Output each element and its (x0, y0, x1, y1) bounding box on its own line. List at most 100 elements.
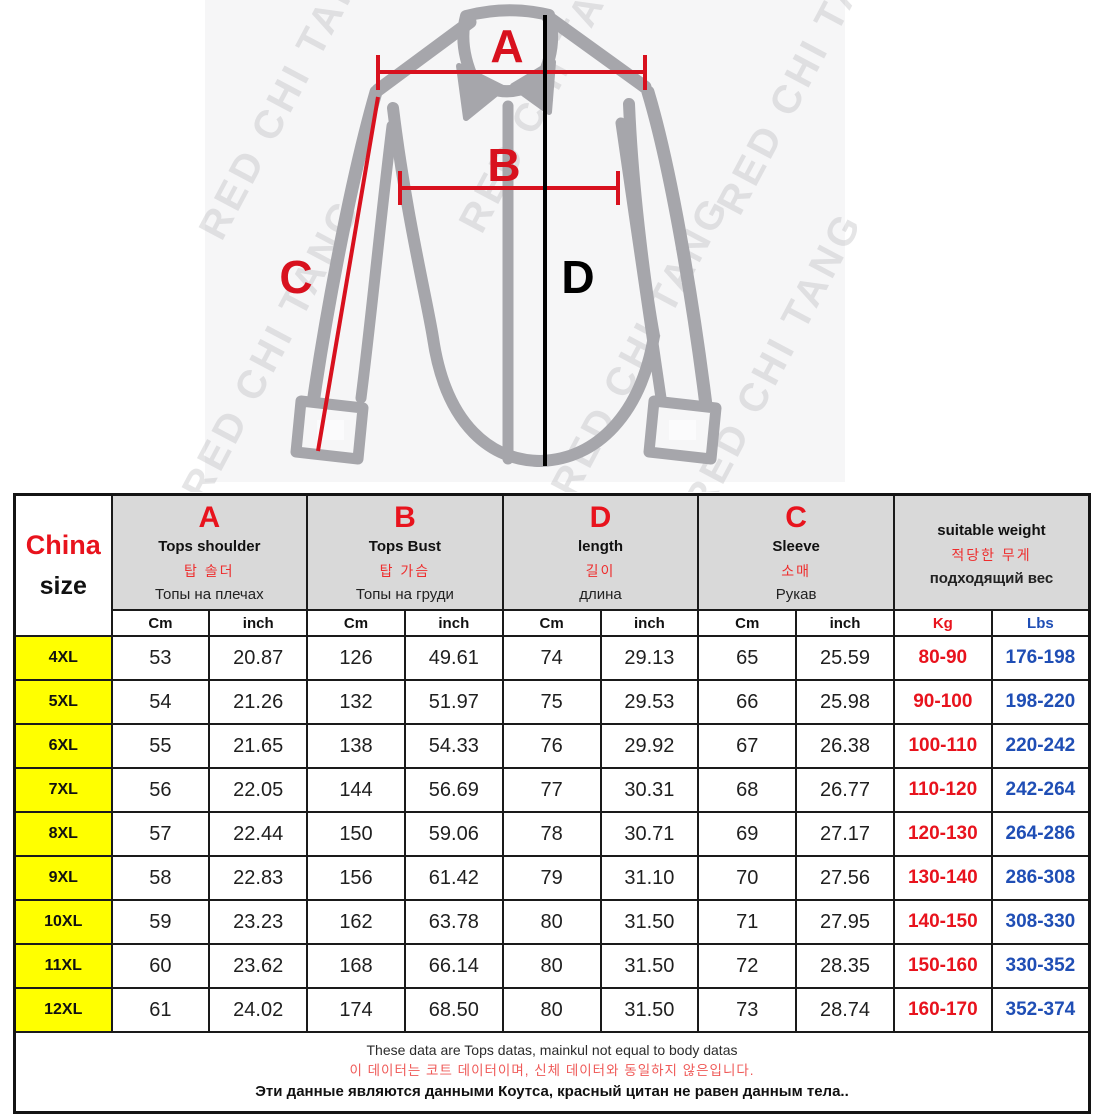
measure-name-kr: 소매 (781, 562, 811, 579)
lbs-value: 176-198 (990, 635, 1091, 681)
measurement-value: 27.95 (795, 899, 895, 945)
measurement-value: 75 (501, 679, 602, 725)
kg-value: 80-90 (892, 635, 993, 681)
measurement-value: 31.10 (599, 855, 700, 901)
size-label-11xl: 11XL (13, 943, 113, 989)
shirt-right-cuff-notch (669, 420, 696, 440)
measurement-value: 56 (110, 767, 211, 813)
lbs-value: 242-264 (990, 767, 1091, 813)
unit-cm: Cm (110, 609, 211, 637)
size-label-5xl: 5XL (13, 679, 113, 725)
kg-value: 160-170 (892, 987, 993, 1033)
shirt-right-shoulder (541, 10, 652, 94)
label-a: A (490, 20, 523, 72)
measure-name-ru: Топы на плечах (155, 585, 264, 603)
label-b: B (487, 139, 520, 191)
measurement-value: 28.74 (795, 987, 895, 1033)
table-row: 9XL 58 22.83 156 61.42 79 31.10 70 27.56 130-140 2… (13, 855, 1091, 901)
size-label-4xl: 4XL (13, 635, 113, 681)
table-row: 6XL 55 21.65 138 54.33 76 29.92 67 26.38 100-110 2… (13, 723, 1091, 769)
measurement-value: 168 (306, 943, 406, 989)
lbs-value: 330-352 (990, 943, 1091, 989)
measurement-value: 31.50 (599, 899, 700, 945)
notes-row: These data are Tops datas, mainkul not e… (13, 1031, 1091, 1114)
measurement-value: 70 (697, 855, 798, 901)
kg-value: 140-150 (892, 899, 993, 945)
table-notes: These data are Tops datas, mainkul not e… (13, 1031, 1091, 1114)
lbs-value: 286-308 (990, 855, 1091, 901)
measurement-value: 150 (306, 811, 406, 857)
lbs-value: 308-330 (990, 899, 1091, 945)
column-header-c-sleeve: C Sleeve 소매 Рукав (697, 493, 895, 611)
size-table-body: 4XL 53 20.87 126 49.61 74 29.13 65 25.59 80-90 176… (13, 635, 1091, 1033)
unit-cm: Cm (501, 609, 602, 637)
measurement-value: 56.69 (403, 767, 504, 813)
kg-value: 120-130 (892, 811, 993, 857)
measure-letter: D (589, 501, 612, 535)
measurement-value: 29.92 (599, 723, 700, 769)
measurement-value: 55 (110, 723, 211, 769)
measurement-value: 51.97 (403, 679, 504, 725)
measurement-value: 78 (501, 811, 602, 857)
size-chart-table: China size A Tops shoulder 탑 솔더 Топы на … (13, 493, 1092, 1114)
measurement-value: 71 (697, 899, 798, 945)
lbs-value: 264-286 (990, 811, 1091, 857)
measure-name-kr: 탑 가슴 (379, 562, 431, 579)
lbs-value: 220-242 (990, 723, 1091, 769)
measurement-value: 59 (110, 899, 211, 945)
measure-name-en: suitable weight (937, 522, 1046, 539)
measurement-value: 30.71 (599, 811, 700, 857)
measurement-value: 138 (306, 723, 406, 769)
unit-inch: inch (208, 609, 309, 637)
measurement-value: 65 (697, 635, 798, 681)
kg-value: 100-110 (892, 723, 993, 769)
measurement-value: 74 (501, 635, 602, 681)
measurement-value: 53 (110, 635, 211, 681)
china-label: China (25, 530, 101, 560)
measurement-value: 63.78 (403, 899, 504, 945)
shirt-measurement-diagram: RED CHI TANG RED CHI TANG RED CHI TANG R… (0, 0, 1100, 520)
measure-name-ru: подходящий вес (929, 570, 1054, 587)
measurement-value: 23.23 (208, 899, 309, 945)
kg-value: 150-160 (892, 943, 993, 989)
measurement-value: 26.77 (795, 767, 895, 813)
table-row: 4XL 53 20.87 126 49.61 74 29.13 65 25.59 80-90 176… (13, 635, 1091, 681)
column-header-b-bust: B Tops Bust 탑 가슴 Топы на груди (306, 493, 504, 611)
measurement-value: 80 (501, 943, 602, 989)
measurement-value: 23.62 (208, 943, 309, 989)
measurement-labels: A B C D (279, 20, 594, 303)
measurement-value: 22.44 (208, 811, 309, 857)
shirt-right-sleeve-outer (641, 85, 716, 437)
measurement-value: 144 (306, 767, 406, 813)
measurement-value: 27.56 (795, 855, 895, 901)
table-row: 11XL 60 23.62 168 66.14 80 31.50 72 28.35 150-160… (13, 943, 1091, 989)
measurement-value: 24.02 (208, 987, 309, 1033)
measurement-value: 21.26 (208, 679, 309, 725)
shirt-left-sleeve-inner (355, 120, 398, 404)
china-size-header: China size (13, 493, 113, 637)
shirt-left-shoulder (371, 15, 477, 97)
measure-line-c-sleeve (316, 96, 380, 452)
note-korean: 이 데이터는 코트 데이터이며, 신체 데이터와 동일하지 않은입니다. (349, 1062, 755, 1078)
measurement-value: 25.59 (795, 635, 895, 681)
measurement-value: 27.17 (795, 811, 895, 857)
shirt-left-sleeve-outer (302, 85, 383, 439)
unit-cm: Cm (697, 609, 798, 637)
measure-name-en: Tops shoulder (158, 537, 261, 555)
measurement-value: 72 (697, 943, 798, 989)
measurement-value: 80 (501, 987, 602, 1033)
measurement-value: 54.33 (403, 723, 504, 769)
measurement-value: 80 (501, 899, 602, 945)
kg-value: 90-100 (892, 679, 993, 725)
shirt-collar-left-flap (456, 63, 506, 121)
measurement-value: 31.50 (599, 987, 700, 1033)
measurement-value: 66 (697, 679, 798, 725)
measurement-value: 22.05 (208, 767, 309, 813)
measurement-value: 54 (110, 679, 211, 725)
measurement-value: 59.06 (403, 811, 504, 857)
kg-value: 130-140 (892, 855, 993, 901)
unit-cm: Cm (306, 609, 406, 637)
measurement-value: 22.83 (208, 855, 309, 901)
column-header-a-shoulder: A Tops shoulder 탑 솔더 Топы на плечах (110, 493, 309, 611)
measurement-value: 66.14 (403, 943, 504, 989)
